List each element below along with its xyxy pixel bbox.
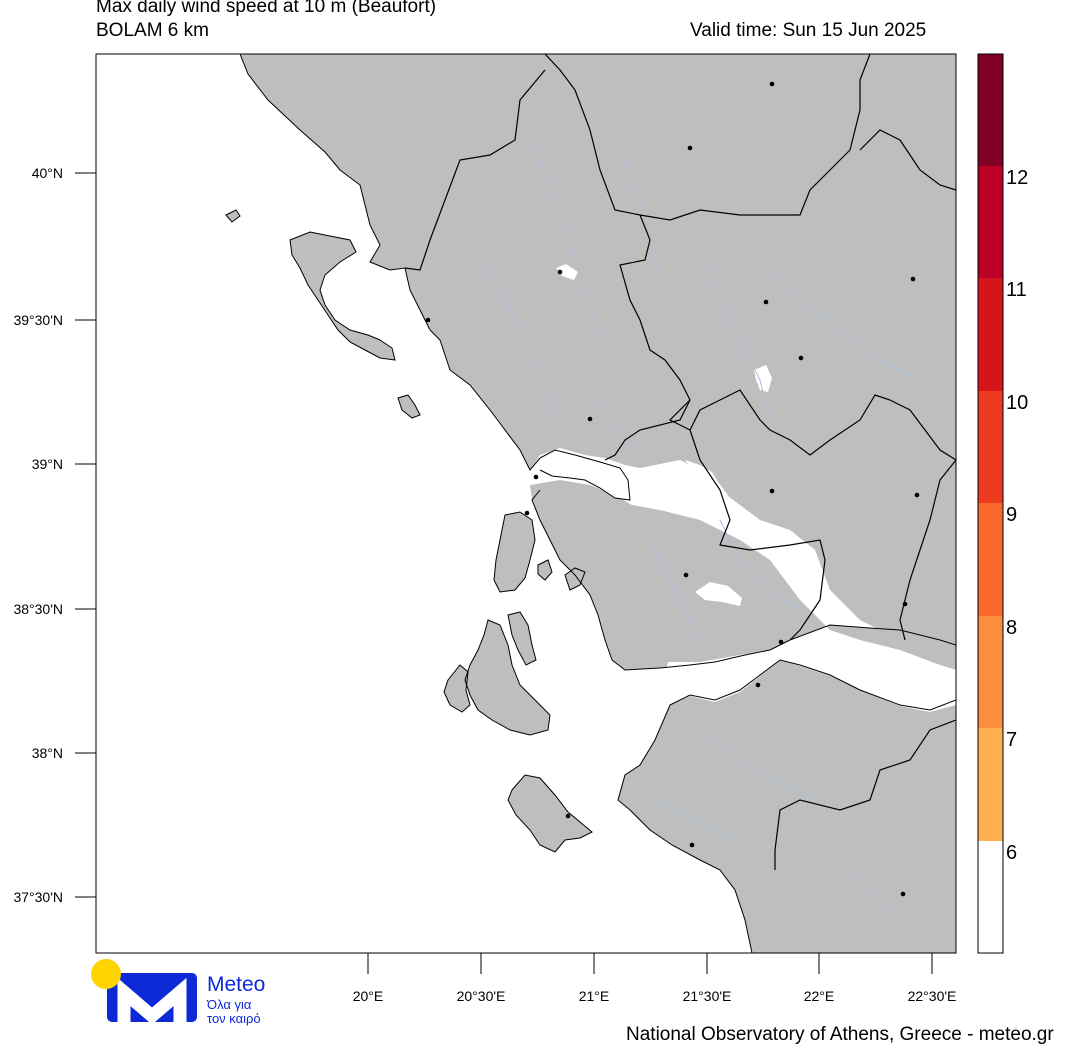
lon-label: 22°30'E: [908, 988, 957, 1004]
lon-label: 21°30'E: [683, 988, 732, 1004]
city-dot: [557, 269, 563, 275]
longitude-axis: 20°E 20°30'E 21°E 21°30'E 22°E 22°30'E: [353, 953, 957, 1004]
colorbar-label: 10: [1006, 392, 1028, 414]
colorbar-bin: [978, 278, 1003, 391]
meteo-logo: Meteo Όλα για τον καιρό: [88, 958, 288, 1028]
map-frame: [95, 53, 957, 954]
lat-label: 38°N: [32, 745, 63, 761]
city-dot: [524, 510, 530, 516]
logo-name: Meteo: [207, 973, 265, 996]
lat-label: 38°30'N: [13, 601, 63, 617]
sun-icon: [91, 959, 121, 989]
lefkada-island: [494, 512, 535, 592]
colorbar-label: 9: [1006, 504, 1017, 526]
city-dot: [778, 639, 784, 645]
city-dot: [798, 355, 804, 361]
city-dot: [425, 317, 431, 323]
valid-time: Valid time: Sun 15 Jun 2025: [690, 20, 927, 41]
mainland-north: [96, 54, 956, 665]
colorbar-bin: [978, 503, 1003, 616]
cities-layer: [425, 81, 920, 897]
colorbar-label: 8: [1006, 617, 1017, 639]
colorbar-bin: [978, 54, 1003, 166]
map-title: Max daily wind speed at 10 m (Beaufort): [96, 0, 437, 17]
kefalonia-island: [465, 620, 550, 735]
city-dot: [755, 682, 761, 688]
city-dot: [763, 299, 769, 305]
lat-label: 40°N: [32, 165, 63, 181]
colorbar-bin: [978, 841, 1003, 953]
city-dot: [769, 488, 775, 494]
latitude-axis: 40°N 39°30'N 39°N 38°30'N 38°N 37°30'N: [13, 165, 96, 905]
logo-m-letter: [117, 977, 187, 1025]
colorbar-bin: [978, 166, 1003, 278]
colorbar-label: 6: [1006, 842, 1017, 864]
city-dot: [900, 891, 906, 897]
colorbar-bin: [978, 616, 1003, 728]
city-dot: [914, 492, 920, 498]
footer-credit: National Observatory of Athens, Greece -…: [626, 1024, 1054, 1045]
city-dot: [587, 416, 593, 422]
lon-label: 20°30'E: [457, 988, 506, 1004]
city-dot: [683, 572, 689, 578]
colorbar-label: 12: [1006, 167, 1028, 189]
mainland-central: [530, 480, 956, 670]
meteo-logo-mark: Meteo Όλα για τον καιρό: [91, 959, 265, 1026]
colorbar-bin: [978, 391, 1003, 503]
kalamos-island: [538, 560, 552, 580]
colorbar-label: 11: [1006, 279, 1027, 301]
lake-kremasta: [685, 460, 728, 498]
lake-trichonida: [695, 582, 742, 606]
city-dot: [533, 474, 539, 480]
colorbar: 6 7 8 9 10 11 12: [977, 53, 1028, 954]
lon-label: 20°E: [353, 988, 384, 1004]
colorbar-label: 7: [1006, 729, 1017, 751]
coastline-layer: [225, 54, 956, 953]
model-label: BOLAM 6 km: [96, 20, 209, 41]
lake-ioannina: [556, 264, 578, 280]
corfu-island: [290, 232, 395, 360]
ithaca-island: [508, 612, 536, 665]
rivers-layer: [469, 129, 921, 921]
city-dot: [902, 601, 908, 607]
amvrakikos-gulf: [540, 450, 630, 500]
colorbar-bin: [978, 728, 1003, 841]
city-dot: [769, 81, 775, 87]
paxoi-island: [398, 395, 420, 418]
kefalonia-west: [444, 665, 470, 712]
lat-label: 37°30'N: [13, 889, 63, 905]
lake-megdova: [754, 365, 772, 392]
lon-label: 22°E: [804, 988, 835, 1004]
city-dot: [687, 145, 693, 151]
lat-label: 39°30'N: [13, 312, 63, 328]
colorbar-frame: [977, 53, 1004, 954]
zakynthos-island: [508, 775, 592, 852]
city-dot: [910, 276, 916, 282]
city-dot: [565, 813, 571, 819]
lat-label: 39°N: [32, 456, 63, 472]
lon-label: 21°E: [579, 988, 610, 1004]
logo-tagline: τον καιρό: [207, 1011, 261, 1026]
city-dot: [689, 842, 695, 848]
borders-layer: [404, 54, 956, 870]
logo-tagline: Όλα για: [206, 997, 252, 1012]
